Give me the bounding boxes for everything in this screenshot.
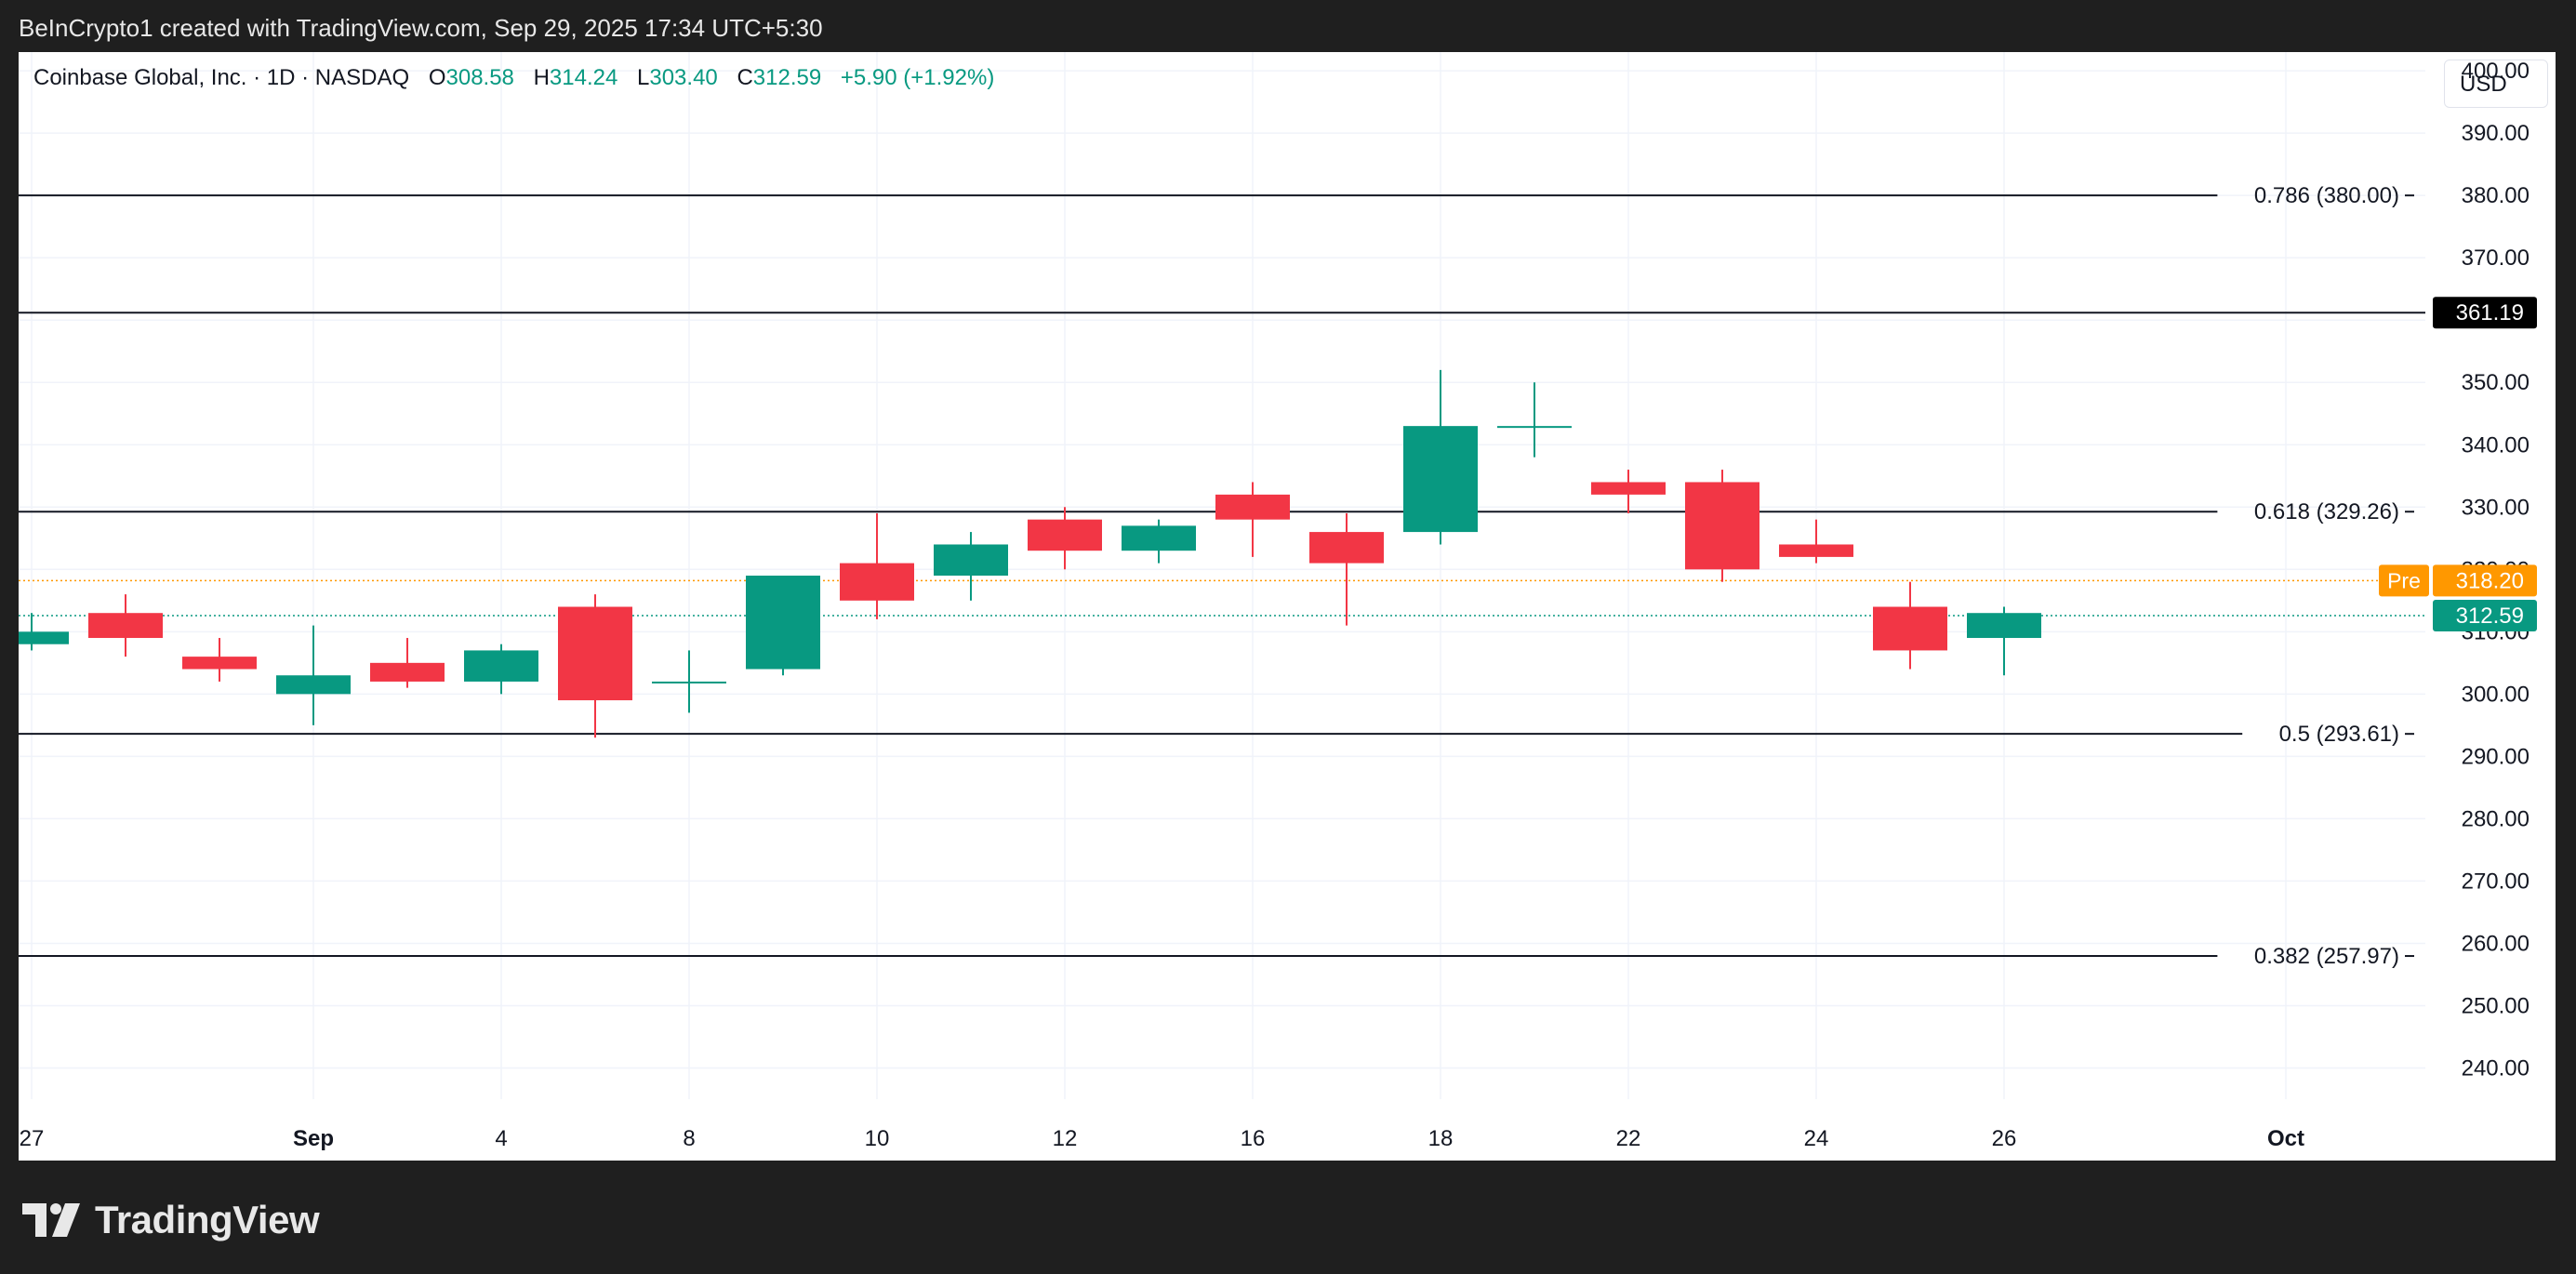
tradingview-logo-icon xyxy=(22,1203,80,1237)
fib-level-label: 0.618 (329.26) xyxy=(2254,499,2399,524)
attribution-text: BeInCrypto1 created with TradingView.com… xyxy=(19,14,823,42)
y-tick-label: 300.00 xyxy=(2462,682,2530,707)
x-tick-label: 10 xyxy=(865,1126,890,1151)
tradingview-logo[interactable]: TradingView xyxy=(22,1194,320,1246)
x-tick-label: 12 xyxy=(1053,1126,1078,1151)
price-chart[interactable]: 240.00 250.00 260.00 270.00 280.00 290.00 300.… xyxy=(19,52,2556,1161)
candle-body xyxy=(19,631,69,644)
change-value: +5.90 (+1.92%) xyxy=(840,65,995,90)
candle-body xyxy=(370,662,445,682)
candle-body xyxy=(1685,482,1759,570)
open-label: O xyxy=(428,65,446,90)
candle-body xyxy=(1309,532,1384,564)
pre-market-price-tag xyxy=(2433,564,2537,597)
fib-level-label: 0.5 (293.61) xyxy=(2279,722,2399,747)
resistance-price-label: 361.19 xyxy=(2456,300,2524,325)
candle-body xyxy=(276,675,351,695)
candle-body xyxy=(1215,494,1290,520)
y-tick-label: 330.00 xyxy=(2462,495,2530,520)
high-value: 314.24 xyxy=(549,65,618,90)
candle-body xyxy=(746,576,820,670)
low-label: L xyxy=(637,65,650,90)
candle-body xyxy=(840,563,914,601)
candle-body xyxy=(464,650,538,682)
fib-level-label: 0.786 (380.00) xyxy=(2254,183,2399,208)
candle-body xyxy=(558,606,632,701)
low-value: 303.40 xyxy=(649,65,718,90)
x-tick-label: 26 xyxy=(1992,1126,2017,1151)
tradingview-brand: TradingView xyxy=(95,1198,320,1241)
pre-market-tag-box xyxy=(2379,564,2429,597)
candle-body xyxy=(934,544,1008,576)
last-price-label: 312.59 xyxy=(2456,604,2524,629)
candle-body xyxy=(1779,544,1853,557)
currency-button[interactable]: USD xyxy=(2444,60,2548,108)
y-tick-label: 350.00 xyxy=(2462,370,2530,395)
pre-market-tag: Pre xyxy=(2387,568,2421,592)
x-tick-label: 4 xyxy=(495,1126,507,1151)
x-tick-label: 16 xyxy=(1241,1126,1266,1151)
x-tick-label: 8 xyxy=(683,1126,695,1151)
y-tick-label: 380.00 xyxy=(2462,183,2530,208)
open-value: 308.58 xyxy=(445,65,514,90)
y-tick-label: 340.00 xyxy=(2462,432,2530,458)
resistance-price-tag xyxy=(2433,297,2537,329)
pre-market-price-label: 318.20 xyxy=(2456,568,2524,593)
symbol-legend: Coinbase Global, Inc. · 1D · NASDAQ O308… xyxy=(33,65,994,91)
candle-body xyxy=(1497,426,1572,429)
close-label: C xyxy=(737,65,753,90)
x-tick-label: 27 xyxy=(20,1126,45,1151)
candle-body xyxy=(1122,525,1196,551)
candle-body xyxy=(182,657,257,670)
y-tick-label: 260.00 xyxy=(2462,931,2530,956)
x-tick-label: 24 xyxy=(1804,1126,1829,1151)
chart-panel[interactable]: 240.00 250.00 260.00 270.00 280.00 290.00 300.… xyxy=(19,52,2556,1161)
candle-body xyxy=(1028,519,1102,551)
x-tick-label: 22 xyxy=(1616,1126,1641,1151)
y-tick-label: 270.00 xyxy=(2462,869,2530,894)
y-tick-label: 370.00 xyxy=(2462,246,2530,271)
y-tick-label: 240.00 xyxy=(2462,1055,2530,1081)
candle-body xyxy=(1967,613,2041,639)
last-price-tag xyxy=(2433,599,2537,631)
symbol-title: Coinbase Global, Inc. · 1D · NASDAQ xyxy=(33,65,410,90)
high-label: H xyxy=(533,65,550,90)
candle-body xyxy=(652,681,726,683)
candle-body xyxy=(1403,426,1478,533)
candle-body xyxy=(88,613,163,639)
candle-body xyxy=(1873,606,1947,651)
y-tick-label: 280.00 xyxy=(2462,806,2530,831)
y-tick-label: 400.00 xyxy=(2462,59,2530,84)
fib-level-label: 0.382 (257.97) xyxy=(2254,944,2399,969)
x-tick-label: 18 xyxy=(1428,1126,1454,1151)
x-tick-label: Sep xyxy=(293,1126,334,1151)
candle-body xyxy=(1591,482,1666,495)
y-tick-label: 290.00 xyxy=(2462,744,2530,769)
y-tick-label: 250.00 xyxy=(2462,993,2530,1018)
x-tick-label: Oct xyxy=(2267,1126,2304,1151)
y-tick-label: 390.00 xyxy=(2462,121,2530,146)
close-value: 312.59 xyxy=(752,65,822,90)
